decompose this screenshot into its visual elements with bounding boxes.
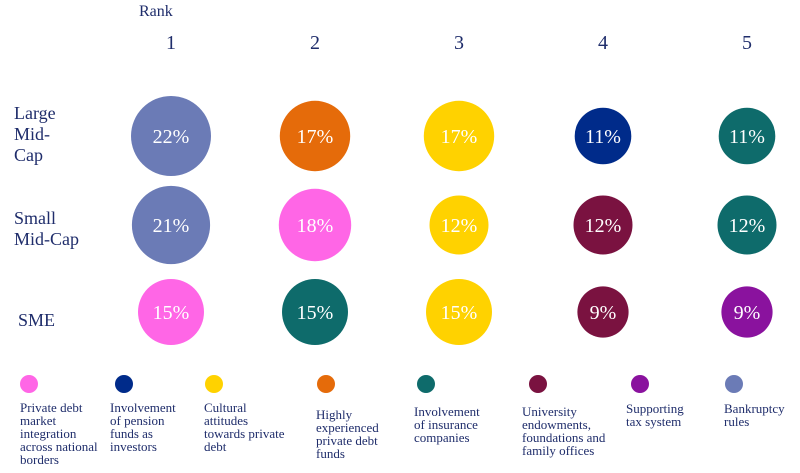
rank-number-5: 5 <box>742 32 752 54</box>
bubble-mark <box>426 279 492 345</box>
legend-label: Involvement of insurance companies <box>414 404 480 445</box>
row-label: Large Mid-Cap <box>14 103 56 165</box>
legend-label: Cultural attitudes towards private debt <box>204 400 285 454</box>
column-header-rank: Rank <box>139 3 173 20</box>
bubble-mark <box>721 286 773 338</box>
legend-swatch <box>20 375 38 393</box>
bubble-mark <box>573 195 633 255</box>
bubble-value-label: 17% <box>441 126 478 148</box>
legend-label: University endowments, foundations and fami… <box>522 404 606 458</box>
legend-swatch <box>725 375 743 393</box>
bubble-value-label: 11% <box>585 126 621 148</box>
bubble-mark <box>138 279 204 345</box>
bubble-mark <box>717 195 777 255</box>
legend-swatch <box>631 375 649 393</box>
legend-label: Supporting tax system <box>626 401 684 429</box>
legend-label: Involvement of pension funds as investors <box>110 400 176 454</box>
rank-number-2: 2 <box>310 32 320 54</box>
legend-label: Private debt market integration across nati… <box>20 400 98 467</box>
bubble-mark <box>718 107 776 165</box>
bubble-mark <box>577 286 629 338</box>
bubble-mark <box>279 100 351 172</box>
bubble-value-label: 21% <box>153 215 190 237</box>
bubble-value-label: 9% <box>590 302 617 324</box>
bubble-mark <box>282 279 348 345</box>
bubble-mark <box>574 107 632 165</box>
bubble-value-label: 11% <box>729 126 765 148</box>
legend-swatch <box>205 375 223 393</box>
rank-number-3: 3 <box>454 32 464 54</box>
rank-number-1: 1 <box>166 32 176 54</box>
row-label: Small Mid-Cap <box>14 208 79 249</box>
bubble-value-label: 18% <box>297 215 334 237</box>
bubble-mark <box>278 188 352 262</box>
bubble-value-label: 15% <box>297 302 334 324</box>
bubble-value-label: 12% <box>729 215 766 237</box>
bubble-value-label: 15% <box>441 302 478 324</box>
bubble-value-label: 9% <box>734 302 761 324</box>
legend-swatch <box>115 375 133 393</box>
bubble-mark <box>429 195 489 255</box>
bubble-value-label: 17% <box>297 126 334 148</box>
bubble-value-label: 12% <box>441 215 478 237</box>
bubble-mark <box>131 96 211 176</box>
legend-label: Highly experienced private debt funds <box>316 407 379 461</box>
legend-swatch <box>529 375 547 393</box>
bubble-value-label: 22% <box>153 126 190 148</box>
bubble-value-label: 12% <box>585 215 622 237</box>
bubble-mark <box>131 185 211 265</box>
bubble-mark <box>423 100 495 172</box>
legend-swatch <box>417 375 435 393</box>
bubble-value-label: 15% <box>153 302 190 324</box>
row-label: SME <box>18 310 55 330</box>
legend-label: Bankruptcy rules <box>724 401 785 429</box>
rank-number-4: 4 <box>598 32 608 54</box>
legend-swatch <box>317 375 335 393</box>
